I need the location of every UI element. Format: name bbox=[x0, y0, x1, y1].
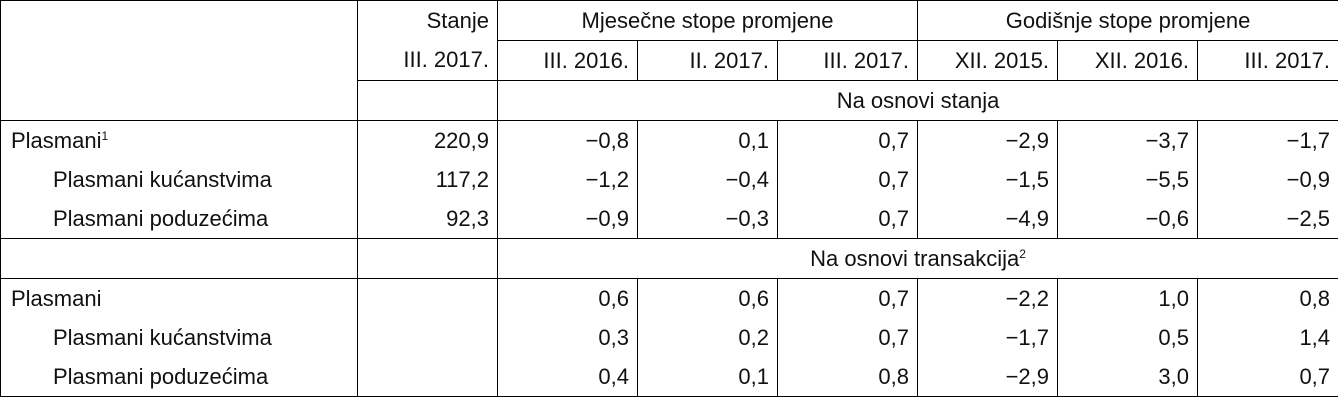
table-cell: 0,3 bbox=[497, 318, 638, 357]
table-cell: 1,4 bbox=[1196, 318, 1338, 357]
table-cell: −2,9 bbox=[917, 120, 1058, 160]
table-cell: 220,9 bbox=[357, 120, 498, 160]
footnote-mark: 1 bbox=[101, 128, 109, 143]
table-cell: −0,3 bbox=[637, 199, 778, 239]
table-cell: −5,5 bbox=[1057, 160, 1198, 199]
empty-cell bbox=[357, 278, 498, 318]
table-cell: 0,6 bbox=[497, 278, 638, 318]
section-title: Na osnovi transakcija bbox=[810, 245, 1020, 271]
table-row: Plasmani1 220,9 −0,8 0,1 0,7 −2,9 −3,7 −1,7 bbox=[0, 120, 1338, 160]
empty-cell bbox=[357, 238, 498, 279]
table-cell: 0,4 bbox=[497, 357, 638, 397]
table-cell: 0,5 bbox=[1057, 318, 1198, 357]
table-cell: −1,7 bbox=[1196, 120, 1338, 160]
table-cell: −2,9 bbox=[917, 357, 1058, 397]
table-cell: Godišnje stope promjene bbox=[916, 0, 1338, 41]
empty-cell bbox=[0, 238, 358, 279]
table-cell: Mjesečne stope promjene bbox=[497, 0, 918, 41]
table-cell: 0,1 bbox=[637, 120, 778, 160]
table-row: Plasmani poduzećima 92,3 −0,9 −0,3 0,7 −4,9 −0… bbox=[0, 199, 1338, 239]
empty-cell bbox=[0, 0, 358, 121]
table-cell: −3,7 bbox=[1057, 120, 1198, 160]
table-row: Plasmani poduzećima 0,4 0,1 0,8 −2,9 3,0 0,7 bbox=[0, 357, 1338, 397]
table-cell: Plasmani bbox=[0, 278, 358, 318]
table-cell: 0,7 bbox=[777, 318, 918, 357]
table-cell: Stanje bbox=[357, 0, 498, 41]
table-cell: III. 2016. bbox=[497, 40, 638, 81]
table-cell: 0,7 bbox=[777, 278, 918, 318]
table-cell: −4,9 bbox=[917, 199, 1058, 239]
table-row: Na osnovi stanja bbox=[1, 80, 1338, 121]
table-cell: 0,7 bbox=[777, 199, 918, 239]
table-cell: −2,5 bbox=[1196, 199, 1338, 239]
table-row: Stanje Mjesečne stope promjene Godišnje st… bbox=[0, 0, 1338, 121]
table-cell: −0,6 bbox=[1057, 199, 1198, 239]
table-cell: III. 2017. bbox=[777, 40, 918, 81]
table-cell: XII. 2015. bbox=[917, 40, 1058, 81]
footnote-mark: 2 bbox=[1019, 246, 1026, 261]
table-cell: 92,3 bbox=[357, 199, 498, 239]
empty-cell bbox=[357, 318, 498, 357]
table-cell: Plasmani kućanstvima bbox=[0, 318, 358, 357]
table-row: Plasmani kućanstvima 117,2 −1,2 −0,4 0,7 −1,5… bbox=[0, 160, 1338, 199]
table-cell: II. 2017. bbox=[637, 40, 778, 81]
table-cell: 117,2 bbox=[357, 160, 498, 199]
table-cell: III. 2017. bbox=[357, 40, 498, 81]
table-cell: III. 2017. bbox=[1196, 40, 1338, 81]
table-cell: 0,7 bbox=[777, 120, 918, 160]
table-cell: 0,1 bbox=[637, 357, 778, 397]
table-cell: 0,8 bbox=[1196, 278, 1338, 318]
table-row: Plasmani kućanstvima 0,3 0,2 0,7 −1,7 0,5 1,4 bbox=[0, 318, 1338, 357]
empty-cell bbox=[357, 357, 498, 397]
table-cell: 0,7 bbox=[1196, 357, 1338, 397]
table-cell: −1,5 bbox=[917, 160, 1058, 199]
table-cell: Plasmani poduzećima bbox=[0, 199, 358, 239]
table-cell: 1,0 bbox=[1057, 278, 1198, 318]
table-cell: 0,2 bbox=[637, 318, 778, 357]
table-cell: −0,4 bbox=[637, 160, 778, 199]
table-cell: −1,2 bbox=[497, 160, 638, 199]
table-cell: −0,8 bbox=[497, 120, 638, 160]
table-row: III. 2017. III. 2016. II. 2017. III. 2017. X… bbox=[1, 40, 1338, 81]
table-cell: −1,7 bbox=[917, 318, 1058, 357]
table-cell: Plasmani poduzećima bbox=[0, 357, 358, 397]
table-cell: 0,6 bbox=[637, 278, 778, 318]
data-table: Stanje Mjesečne stope promjene Godišnje st… bbox=[0, 0, 1338, 397]
table-row: Plasmani 0,6 0,6 0,7 −2,2 1,0 0,8 bbox=[0, 278, 1338, 318]
table-cell: Plasmani kućanstvima bbox=[0, 160, 358, 199]
empty-cell bbox=[357, 80, 498, 121]
table-cell: 0,8 bbox=[777, 357, 918, 397]
table-cell: Na osnovi transakcija2 bbox=[496, 238, 1338, 279]
table-cell: −2,2 bbox=[917, 278, 1058, 318]
table-cell: 0,7 bbox=[777, 160, 918, 199]
table-cell: Plasmani1 bbox=[0, 120, 358, 160]
table-row: Na osnovi transakcija2 bbox=[0, 238, 1338, 279]
table-cell: −0,9 bbox=[497, 199, 638, 239]
table-cell: XII. 2016. bbox=[1057, 40, 1198, 81]
table-cell: 3,0 bbox=[1057, 357, 1198, 397]
table-cell: Na osnovi stanja bbox=[496, 80, 1338, 121]
table-cell: −0,9 bbox=[1196, 160, 1338, 199]
row-label: Plasmani bbox=[11, 127, 102, 153]
